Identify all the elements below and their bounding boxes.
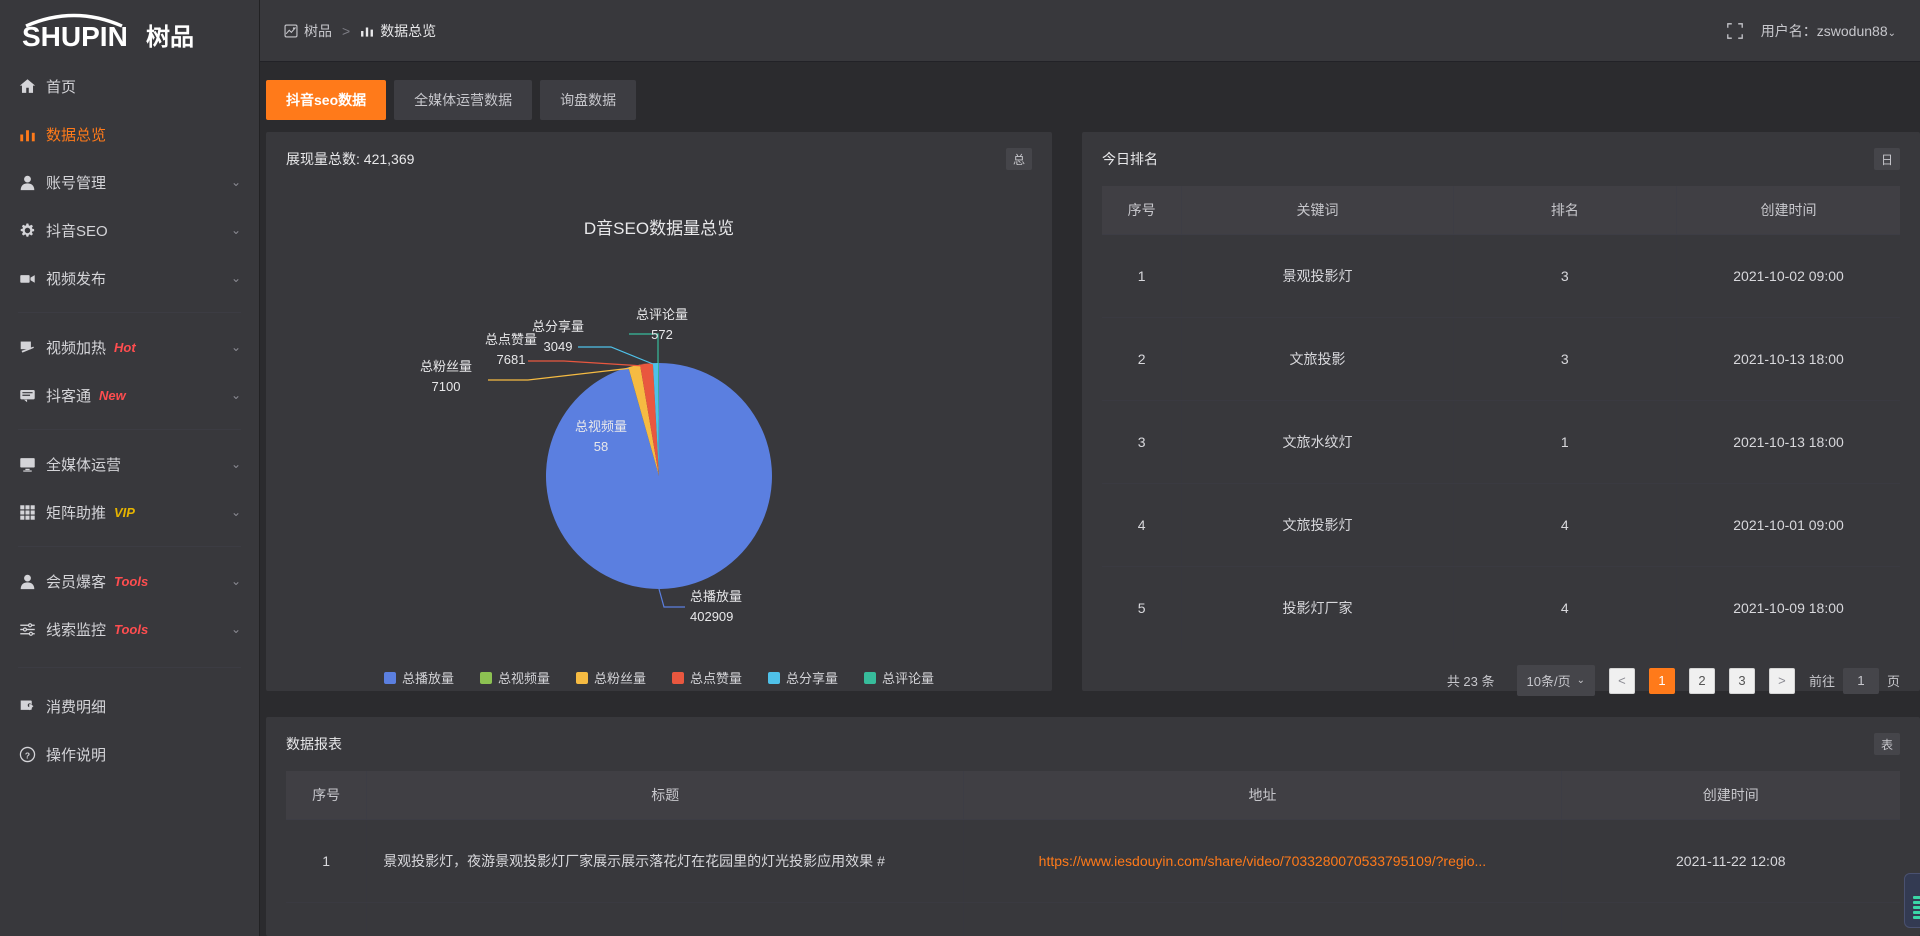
svg-text:总点赞量: 总点赞量 — [485, 332, 537, 347]
svg-text:总视频量: 总视频量 — [575, 419, 627, 434]
svg-text:总分享量: 总分享量 — [532, 319, 584, 334]
svg-text:7681: 7681 — [497, 352, 526, 367]
svg-text:?: ? — [24, 750, 29, 760]
svg-text:7100: 7100 — [432, 379, 461, 394]
svg-text:总播放量: 总播放量 — [690, 589, 742, 604]
svg-text:402909: 402909 — [690, 609, 733, 624]
svg-text:3049: 3049 — [544, 339, 573, 354]
svg-text:树品: 树品 — [146, 24, 194, 51]
svg-text:SHUPIN: SHUPIN — [22, 21, 128, 52]
svg-text:总评论量: 总评论量 — [636, 307, 688, 322]
svg-text:58: 58 — [594, 439, 608, 454]
svg-text:572: 572 — [651, 327, 673, 342]
svg-text:总粉丝量: 总粉丝量 — [420, 359, 472, 374]
